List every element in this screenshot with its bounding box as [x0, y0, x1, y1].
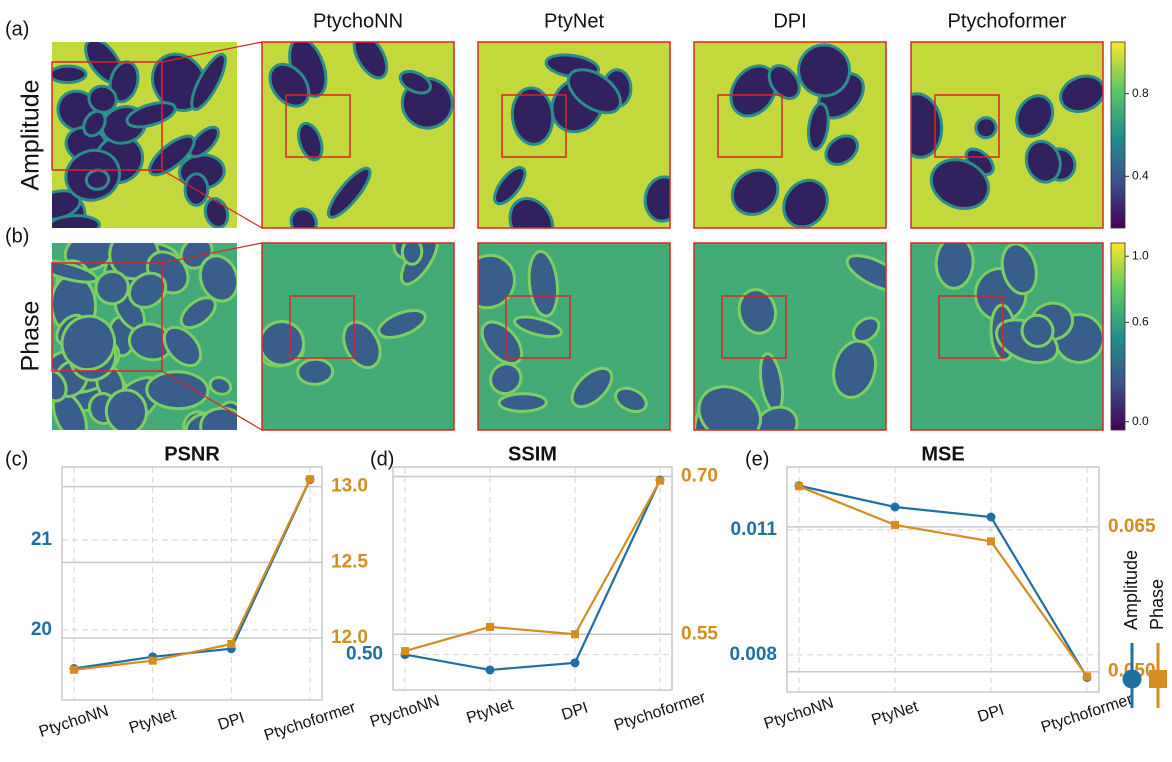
series-line: [405, 480, 660, 670]
y2-tick-label: 12.5: [331, 551, 368, 572]
data-point: [401, 647, 409, 655]
data-point: [486, 665, 495, 674]
series-line: [799, 486, 1087, 676]
series-line: [74, 479, 310, 670]
colorbar-tick-label: 0.0: [1132, 414, 1149, 428]
data-point: [987, 537, 995, 545]
page: (a) (b) Amplitude Phase PtychoNN PtyNet DP…: [0, 0, 1172, 762]
y2-tick-label: 13.0: [331, 476, 368, 497]
x-tick-label: Ptychoformer: [1039, 691, 1135, 737]
y2-tick-label: 0.55: [681, 623, 718, 644]
column-title: PtyNet: [544, 10, 604, 32]
column-title: Ptychoformer: [948, 10, 1067, 32]
data-point: [571, 658, 580, 667]
image-panel: [33, 226, 258, 459]
y2-tick-label: 0.065: [1108, 516, 1156, 537]
series-line: [405, 481, 660, 651]
panel-label: (b): [5, 225, 29, 247]
row-label: Phase: [17, 301, 45, 372]
data-point: [1083, 673, 1091, 681]
data-point: [227, 640, 235, 648]
row-label: Amplitude: [17, 79, 45, 190]
image-blob: [297, 358, 333, 385]
x-tick-label: DPI: [216, 710, 247, 734]
data-point: [306, 475, 314, 483]
colorbar: [1111, 243, 1125, 430]
data-point: [149, 657, 157, 665]
image-panel: [911, 236, 1106, 430]
panel-label: (d): [370, 448, 394, 470]
x-tick-label: PtychoNN: [762, 695, 836, 733]
image-panel: [257, 224, 454, 430]
data-point: [70, 666, 78, 674]
x-tick-label: PtyNet: [464, 696, 515, 727]
data-point: [891, 503, 900, 512]
image-panel: [694, 35, 886, 235]
image-blob: [146, 371, 208, 410]
x-tick-label: DPI: [560, 700, 591, 724]
image-panel: [892, 42, 1110, 228]
x-tick-label: PtychoNN: [368, 693, 442, 731]
y-tick-label: 21: [31, 529, 53, 550]
panel-label: (a): [5, 18, 29, 40]
column-title: PtychoNN: [313, 10, 403, 32]
data-point: [571, 630, 579, 638]
image-panel: [262, 29, 460, 241]
colorbar: [1111, 42, 1125, 228]
image-panel: [32, 33, 237, 237]
image-blob: [499, 393, 546, 411]
data-point: [486, 623, 494, 631]
data-point: [891, 521, 899, 529]
panel-label: (c): [5, 448, 28, 470]
image-blob: [48, 215, 100, 237]
data-point: [656, 477, 664, 485]
legend-marker: [1149, 670, 1167, 688]
y-tick-label: 0.50: [346, 644, 383, 665]
x-tick-label: DPI: [976, 702, 1007, 726]
panel-label: (e): [745, 448, 769, 470]
column-title: DPI: [773, 10, 806, 32]
colorbar-tick-label: 0.8: [1132, 86, 1149, 100]
data-point: [987, 513, 996, 522]
image-panel: [478, 42, 684, 255]
plot-frame: [393, 467, 672, 690]
data-point: [795, 482, 803, 490]
y-tick-label: 20: [31, 619, 52, 640]
colorbar-tick-label: 0.6: [1132, 315, 1149, 329]
colorbar-tick-label: 0.4: [1132, 169, 1149, 183]
colorbar-tick-label: 1.0: [1132, 248, 1149, 262]
image-blob: [935, 236, 975, 289]
y-tick-label: 0.011: [731, 519, 778, 540]
x-tick-label: PtyNet: [127, 706, 178, 737]
x-tick-label: Ptychoformer: [612, 689, 708, 735]
series-line: [74, 480, 310, 669]
legend-marker: [1123, 670, 1142, 689]
x-tick-label: Ptychoformer: [262, 699, 358, 745]
y2-tick-label: 0.70: [681, 465, 718, 486]
chart-title: PSNR: [164, 443, 220, 465]
image-blob: [50, 66, 86, 83]
figure: (a) (b) Amplitude Phase PtychoNN PtyNet DP…: [0, 0, 1172, 762]
series-line: [799, 486, 1087, 678]
image-panel: [452, 243, 670, 430]
chart-title: MSE: [921, 443, 964, 465]
legend-label: Phase: [1147, 579, 1167, 630]
legend-label: Amplitude: [1121, 550, 1141, 630]
x-tick-label: PtyNet: [869, 698, 920, 729]
y-tick-label: 0.008: [729, 644, 777, 665]
x-tick-label: PtychoNN: [37, 703, 111, 741]
chart-title: SSIM: [508, 443, 557, 465]
